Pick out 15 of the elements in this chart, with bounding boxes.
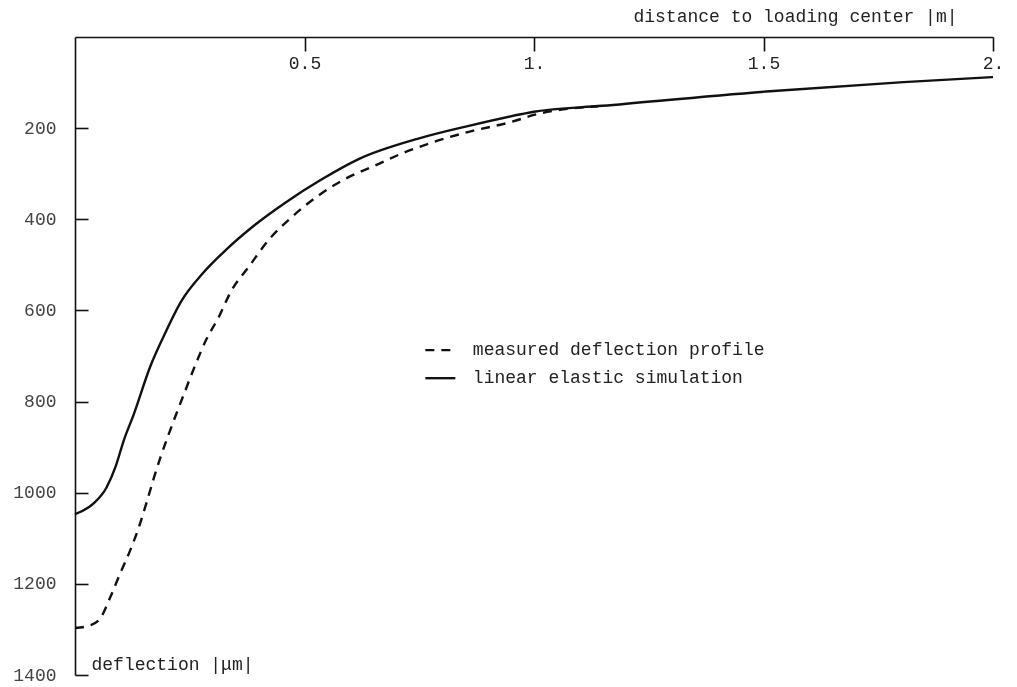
y-tick-label: 1000 xyxy=(13,483,57,504)
y-tick-label: 1200 xyxy=(13,574,57,595)
x-axis-title: distance to loading center |m| xyxy=(633,6,958,27)
y-tick-label: 800 xyxy=(24,392,57,413)
y-tick-label: 600 xyxy=(24,300,57,321)
x-tick-label: 2. xyxy=(982,53,1005,74)
legend-label: measured deflection profile xyxy=(472,340,765,361)
x-tick-label: 1.5 xyxy=(747,53,781,74)
y-tick-label: 200 xyxy=(24,118,57,139)
legend-label: linear elastic simulation xyxy=(472,368,743,389)
y-tick-label: 400 xyxy=(24,209,57,230)
x-tick-label: 1. xyxy=(523,53,546,74)
y-axis-title: deflection |μm| xyxy=(91,654,254,675)
x-tick-label: 0.5 xyxy=(288,53,322,74)
y-tick-label: 1400 xyxy=(13,665,57,686)
